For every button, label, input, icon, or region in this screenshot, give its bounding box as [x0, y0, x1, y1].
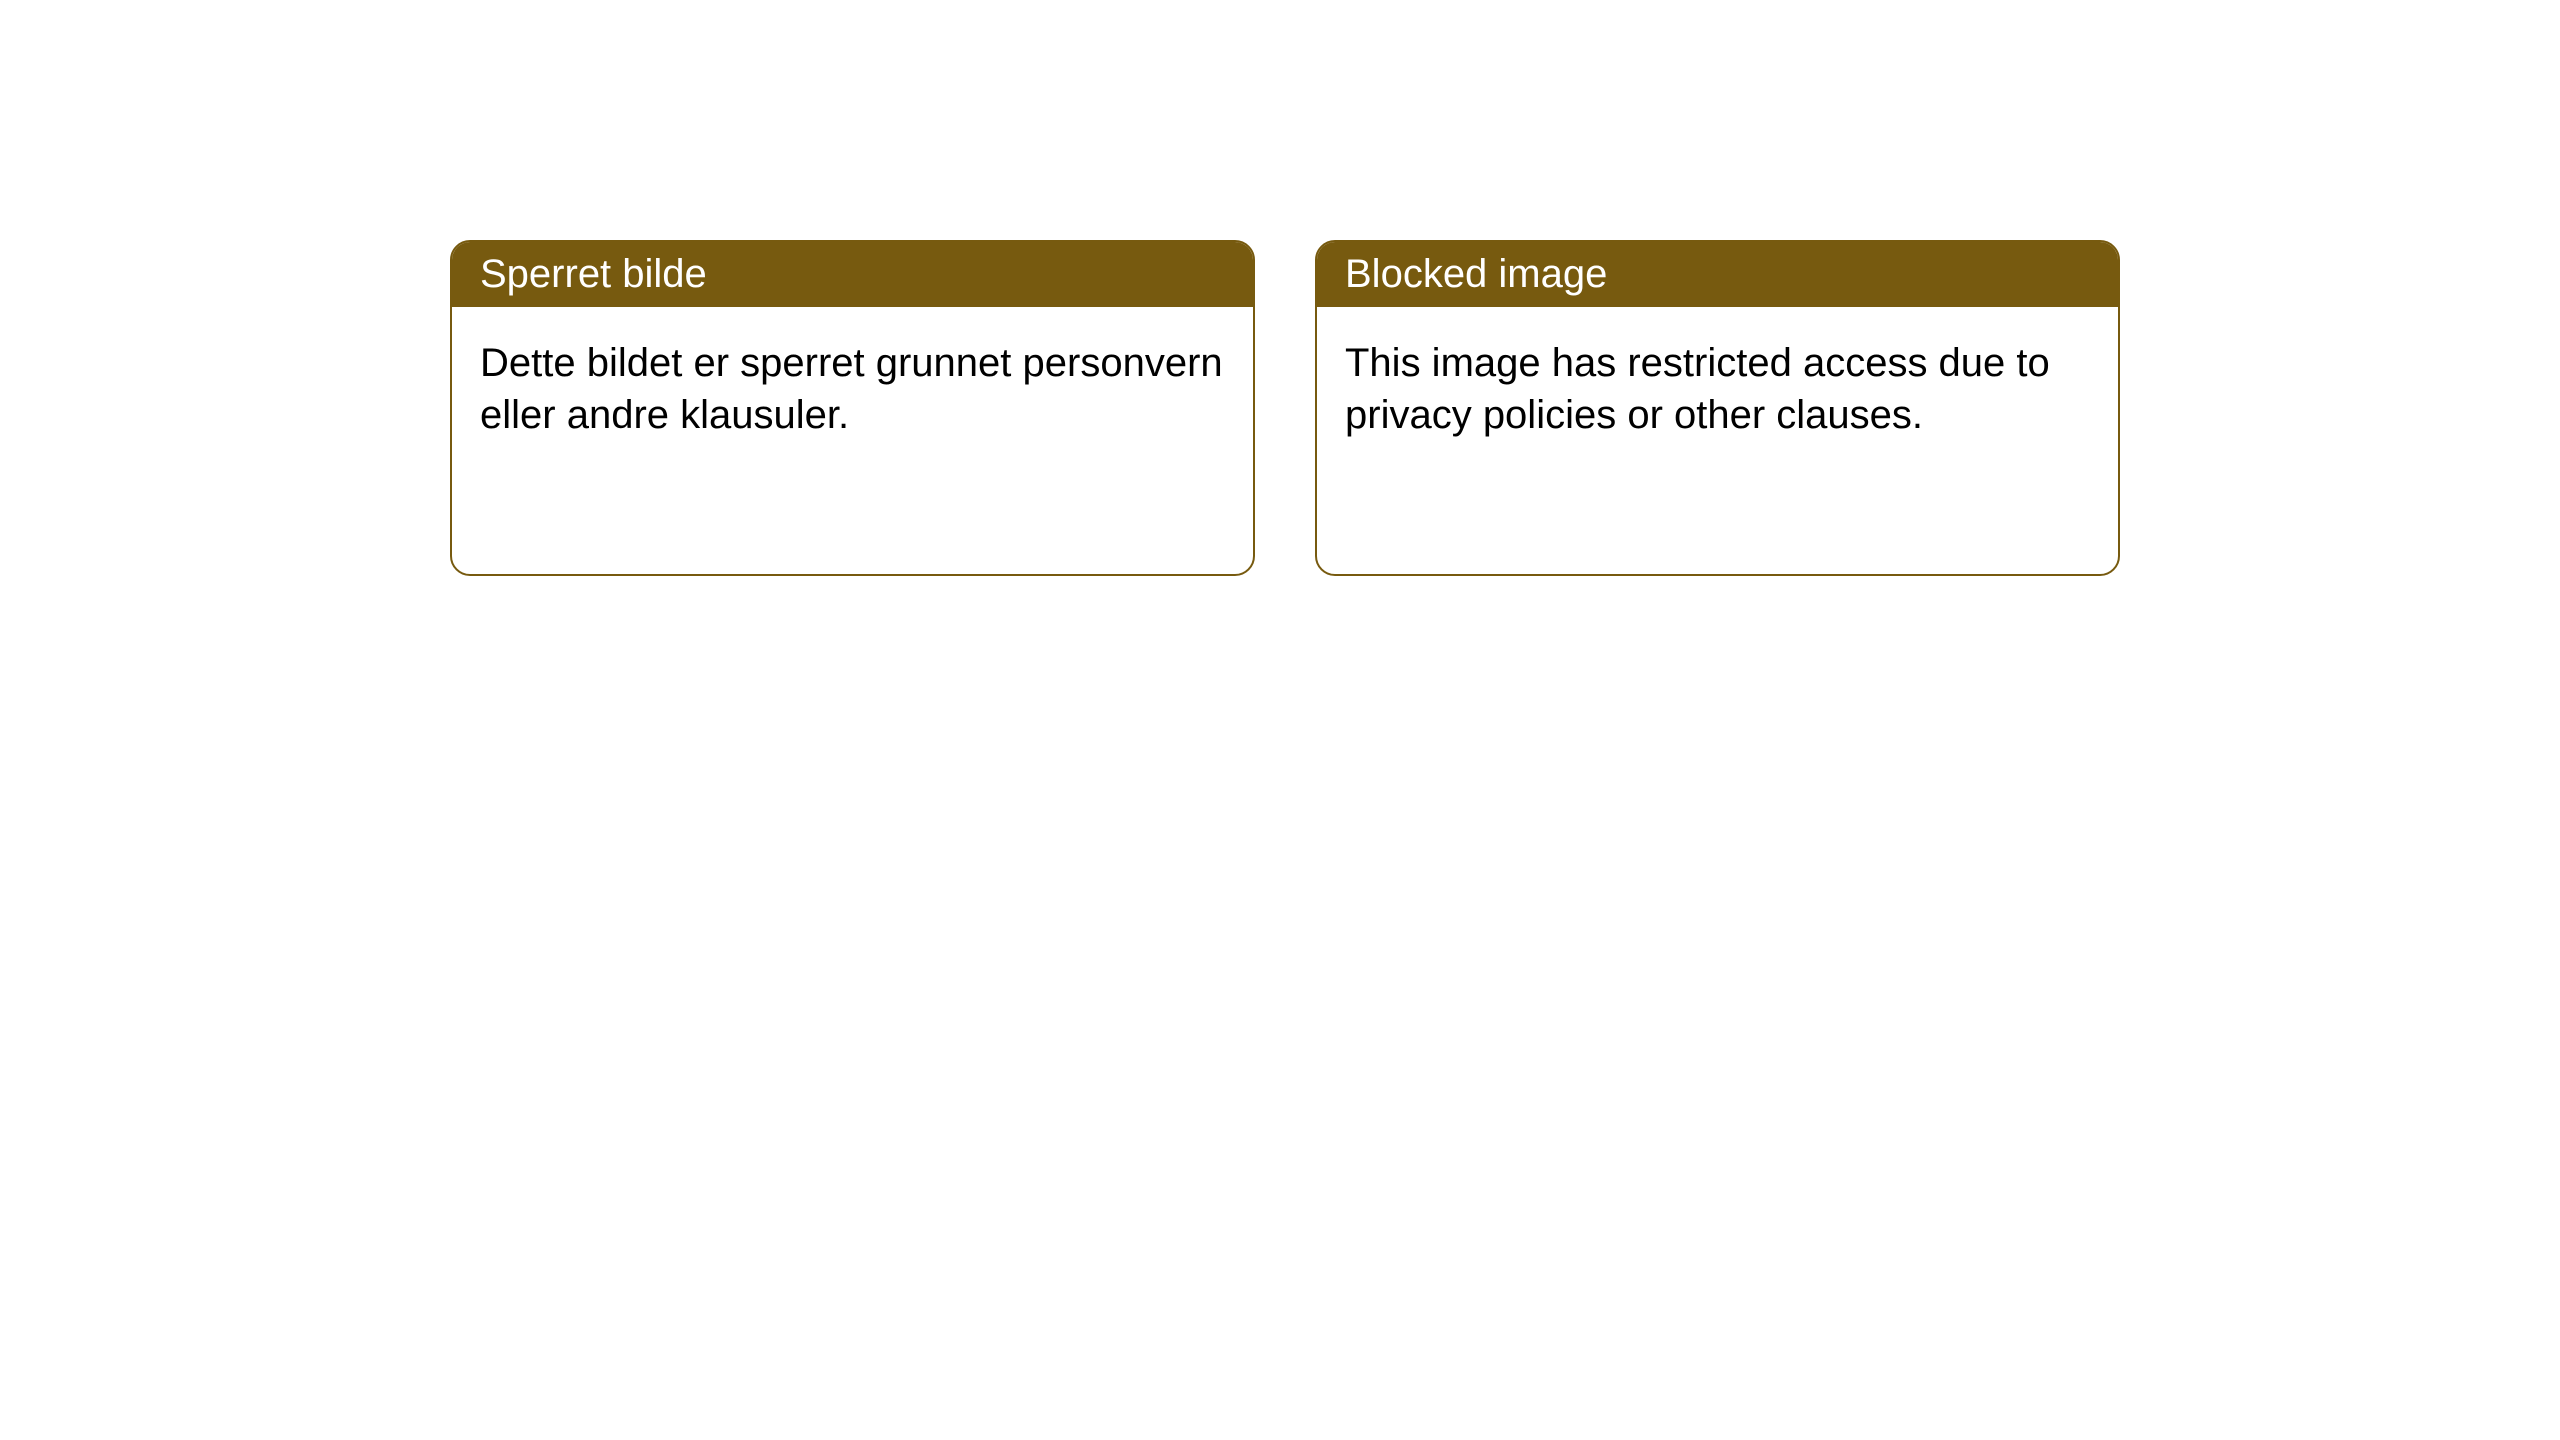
notice-header: Sperret bilde — [452, 242, 1253, 307]
notice-card-english: Blocked image This image has restricted … — [1315, 240, 2120, 576]
notice-title: Blocked image — [1345, 252, 1607, 296]
notice-title: Sperret bilde — [480, 252, 707, 296]
notice-container: Sperret bilde Dette bildet er sperret gr… — [0, 0, 2560, 576]
notice-header: Blocked image — [1317, 242, 2118, 307]
notice-body: This image has restricted access due to … — [1317, 307, 2118, 574]
notice-body-text: This image has restricted access due to … — [1345, 341, 2050, 437]
notice-card-norwegian: Sperret bilde Dette bildet er sperret gr… — [450, 240, 1255, 576]
notice-body: Dette bildet er sperret grunnet personve… — [452, 307, 1253, 574]
notice-body-text: Dette bildet er sperret grunnet personve… — [480, 341, 1223, 437]
